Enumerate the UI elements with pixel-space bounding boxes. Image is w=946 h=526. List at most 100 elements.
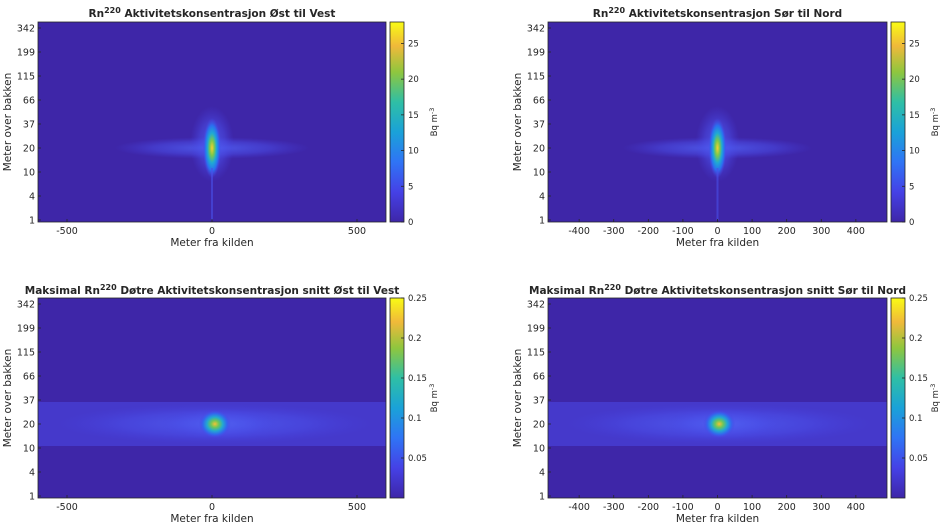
chart-title: Rn220 Aktivitetskonsentrasjon Øst til Ve… <box>89 6 336 20</box>
colorbar-label: Bq m-3 <box>929 384 941 413</box>
y-tick-label: 20 <box>23 144 35 155</box>
y-tick-label: 66 <box>23 96 35 107</box>
x-tick-label: -300 <box>603 226 625 237</box>
x-tick-label: -100 <box>672 226 694 237</box>
y-tick-label: 115 <box>527 72 545 83</box>
colorbar <box>389 21 405 223</box>
x-tick-label: 500 <box>348 226 366 237</box>
x-tick-label: -100 <box>672 502 694 513</box>
y-tick-label: 20 <box>533 420 545 431</box>
x-axis-label: Meter fra kilden <box>170 513 253 525</box>
colorbar-label: Bq m-3 <box>428 384 440 413</box>
y-tick-label: 199 <box>17 324 35 335</box>
plot-area <box>548 298 887 498</box>
y-tick-label: 10 <box>533 168 545 179</box>
colorbar-tick-label: 15 <box>909 111 920 121</box>
colorbar-tick-label: 25 <box>408 39 419 49</box>
colorbar-tick-label: 20 <box>909 75 920 85</box>
colorbar-tick-label: 0.05 <box>408 454 427 464</box>
chart-panel-1: -500 0 500 1 4 10 20 37 66 115 199 342 Meter fra kil… <box>2 6 440 249</box>
y-tick-label: 4 <box>539 468 545 479</box>
y-tick-label: 4 <box>29 192 35 203</box>
x-tick-label: 300 <box>812 502 830 513</box>
x-tick-label: -200 <box>638 502 660 513</box>
x-tick-label: 300 <box>812 226 830 237</box>
chart-panel-2: -400 -300 -200 -100 0 100 200 300 400 1 4 10 20 37 66 1… <box>512 6 941 249</box>
colorbar-tick-label: 0.15 <box>909 374 928 384</box>
y-tick-label: 37 <box>533 120 545 131</box>
x-tick-label: 400 <box>847 226 865 237</box>
y-tick-label: 37 <box>23 396 35 407</box>
colorbar-tick-label: 10 <box>408 147 419 157</box>
concentration-peak <box>703 410 736 438</box>
concentration-stem <box>716 168 719 220</box>
y-tick-label: 1 <box>29 216 35 227</box>
concentration-stem <box>211 168 213 220</box>
y-tick-label: 115 <box>17 72 35 83</box>
y-axis-label: Meter over bakken <box>2 73 14 172</box>
y-tick-label: 4 <box>29 468 35 479</box>
plot-area <box>38 298 386 498</box>
colorbar-tick-label: 0.05 <box>909 454 928 464</box>
x-tick-label: -300 <box>603 502 625 513</box>
y-tick-label: 4 <box>539 192 545 203</box>
colorbar-tick-label: 0.15 <box>408 374 427 384</box>
colorbar-tick-label: 20 <box>408 75 419 85</box>
colorbar <box>389 297 405 499</box>
x-tick-label: 200 <box>778 226 796 237</box>
colorbar-tick-label: 15 <box>408 111 419 121</box>
colorbar-tick-label: 0.25 <box>909 294 928 304</box>
y-tick-label: 1 <box>539 216 545 227</box>
y-tick-label: 342 <box>17 300 35 311</box>
y-tick-label: 199 <box>527 324 545 335</box>
x-tick-label: -500 <box>56 226 78 237</box>
colorbar-tick-label: 5 <box>909 182 914 192</box>
colorbar-tick-label: 10 <box>909 147 920 157</box>
y-tick-label: 199 <box>527 48 545 59</box>
x-tick-label: 0 <box>714 226 720 237</box>
y-tick-label: 20 <box>23 420 35 431</box>
y-tick-label: 10 <box>23 444 35 455</box>
colorbar-tick-label: 0.1 <box>408 414 422 424</box>
colorbar-tick-label: 0 <box>408 218 413 228</box>
x-tick-label: 400 <box>847 502 865 513</box>
x-tick-label: 200 <box>778 502 796 513</box>
chart-panel-4: -400 -300 -200 -100 0 100 200 300 400 1 4 10 20 37 66 1… <box>512 283 941 525</box>
x-axis-label: Meter fra kilden <box>170 237 253 249</box>
x-tick-label: -500 <box>56 502 78 513</box>
colorbar-tick-label: 0.2 <box>408 334 422 344</box>
x-tick-label: 0 <box>209 502 215 513</box>
colorbar <box>890 297 906 499</box>
y-tick-label: 66 <box>533 372 545 383</box>
colorbar-tick-label: 5 <box>408 182 413 192</box>
concentration-peak <box>203 118 221 178</box>
colorbar-label: Bq m-3 <box>428 108 440 137</box>
colorbar <box>890 21 906 223</box>
chart-title: Maksimal Rn220 Døtre Aktivitetskonsentra… <box>25 283 399 297</box>
x-axis-label: Meter fra kilden <box>676 513 759 525</box>
y-tick-label: 1 <box>29 492 35 503</box>
y-tick-label: 342 <box>527 300 545 311</box>
x-tick-label: -400 <box>568 226 590 237</box>
y-tick-label: 37 <box>23 120 35 131</box>
x-tick-label: 100 <box>743 502 761 513</box>
y-tick-label: 10 <box>533 444 545 455</box>
y-tick-label: 342 <box>17 24 35 35</box>
x-tick-label: 100 <box>743 226 761 237</box>
colorbar-tick-label: 0.1 <box>909 414 923 424</box>
y-tick-label: 66 <box>533 96 545 107</box>
y-tick-label: 10 <box>23 168 35 179</box>
colorbar-tick-label: 0.2 <box>909 334 923 344</box>
y-tick-label: 115 <box>527 348 545 359</box>
x-tick-label: 0 <box>209 226 215 237</box>
x-axis-label: Meter fra kilden <box>676 237 759 249</box>
y-axis-label: Meter over bakken <box>512 73 524 172</box>
y-tick-label: 342 <box>527 24 545 35</box>
chart-title: Maksimal Rn220 Døtre Aktivitetskonsentra… <box>529 283 906 297</box>
colorbar-tick-label: 0.25 <box>408 294 427 304</box>
y-tick-label: 66 <box>23 372 35 383</box>
x-tick-label: 500 <box>348 502 366 513</box>
y-tick-label: 1 <box>539 492 545 503</box>
x-tick-label: -200 <box>638 226 660 237</box>
